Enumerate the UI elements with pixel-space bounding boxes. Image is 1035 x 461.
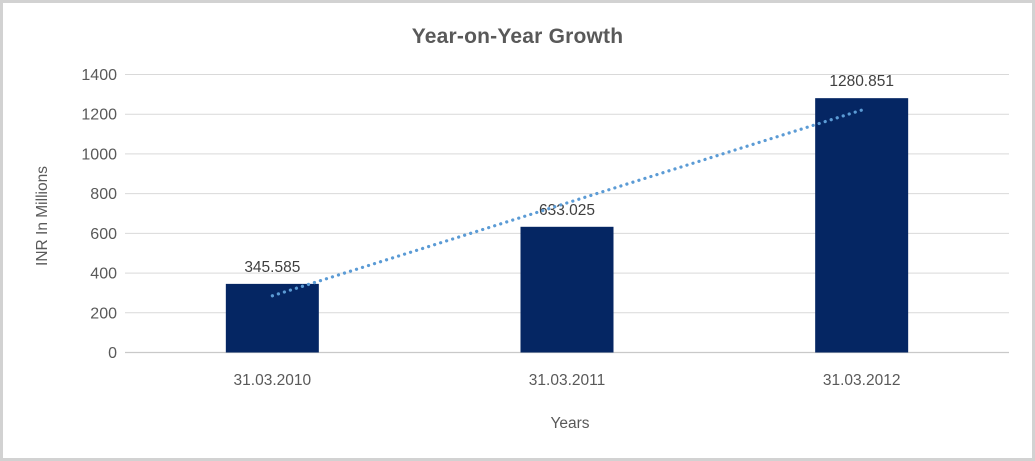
- bar: [520, 226, 614, 353]
- bar-value-label: 1280.851: [829, 73, 894, 90]
- y-axis-tick-label: 1200: [81, 107, 117, 124]
- x-axis-category-label: 31.03.2010: [234, 372, 312, 389]
- bar-value-label: 633.025: [539, 202, 595, 219]
- trendline: [270, 108, 864, 298]
- bar-value-label: 345.585: [244, 259, 300, 276]
- chart-title: Year-on-Year Growth: [411, 25, 624, 48]
- y-axis-tick-label: 800: [90, 186, 117, 203]
- y-axis-tick-label: 1000: [81, 146, 117, 163]
- y-axis-tick-label: 200: [90, 305, 117, 322]
- y-axis-tick-label: 0: [108, 345, 117, 362]
- bar-chart-plot: 0 200 400 600 800 1000 1200 1400 345.585 31.03.20…: [81, 67, 1009, 389]
- y-axis-tick-label: 400: [90, 266, 117, 283]
- y-axis-tick-label: 1400: [81, 67, 117, 84]
- bar: [815, 98, 909, 353]
- x-axis-category-label: 31.03.2012: [823, 372, 901, 389]
- x-axis-title: Years: [550, 415, 590, 432]
- bar: [225, 283, 319, 353]
- x-axis-category-label: 31.03.2011: [529, 372, 605, 389]
- y-axis-tick-label: 600: [90, 226, 117, 243]
